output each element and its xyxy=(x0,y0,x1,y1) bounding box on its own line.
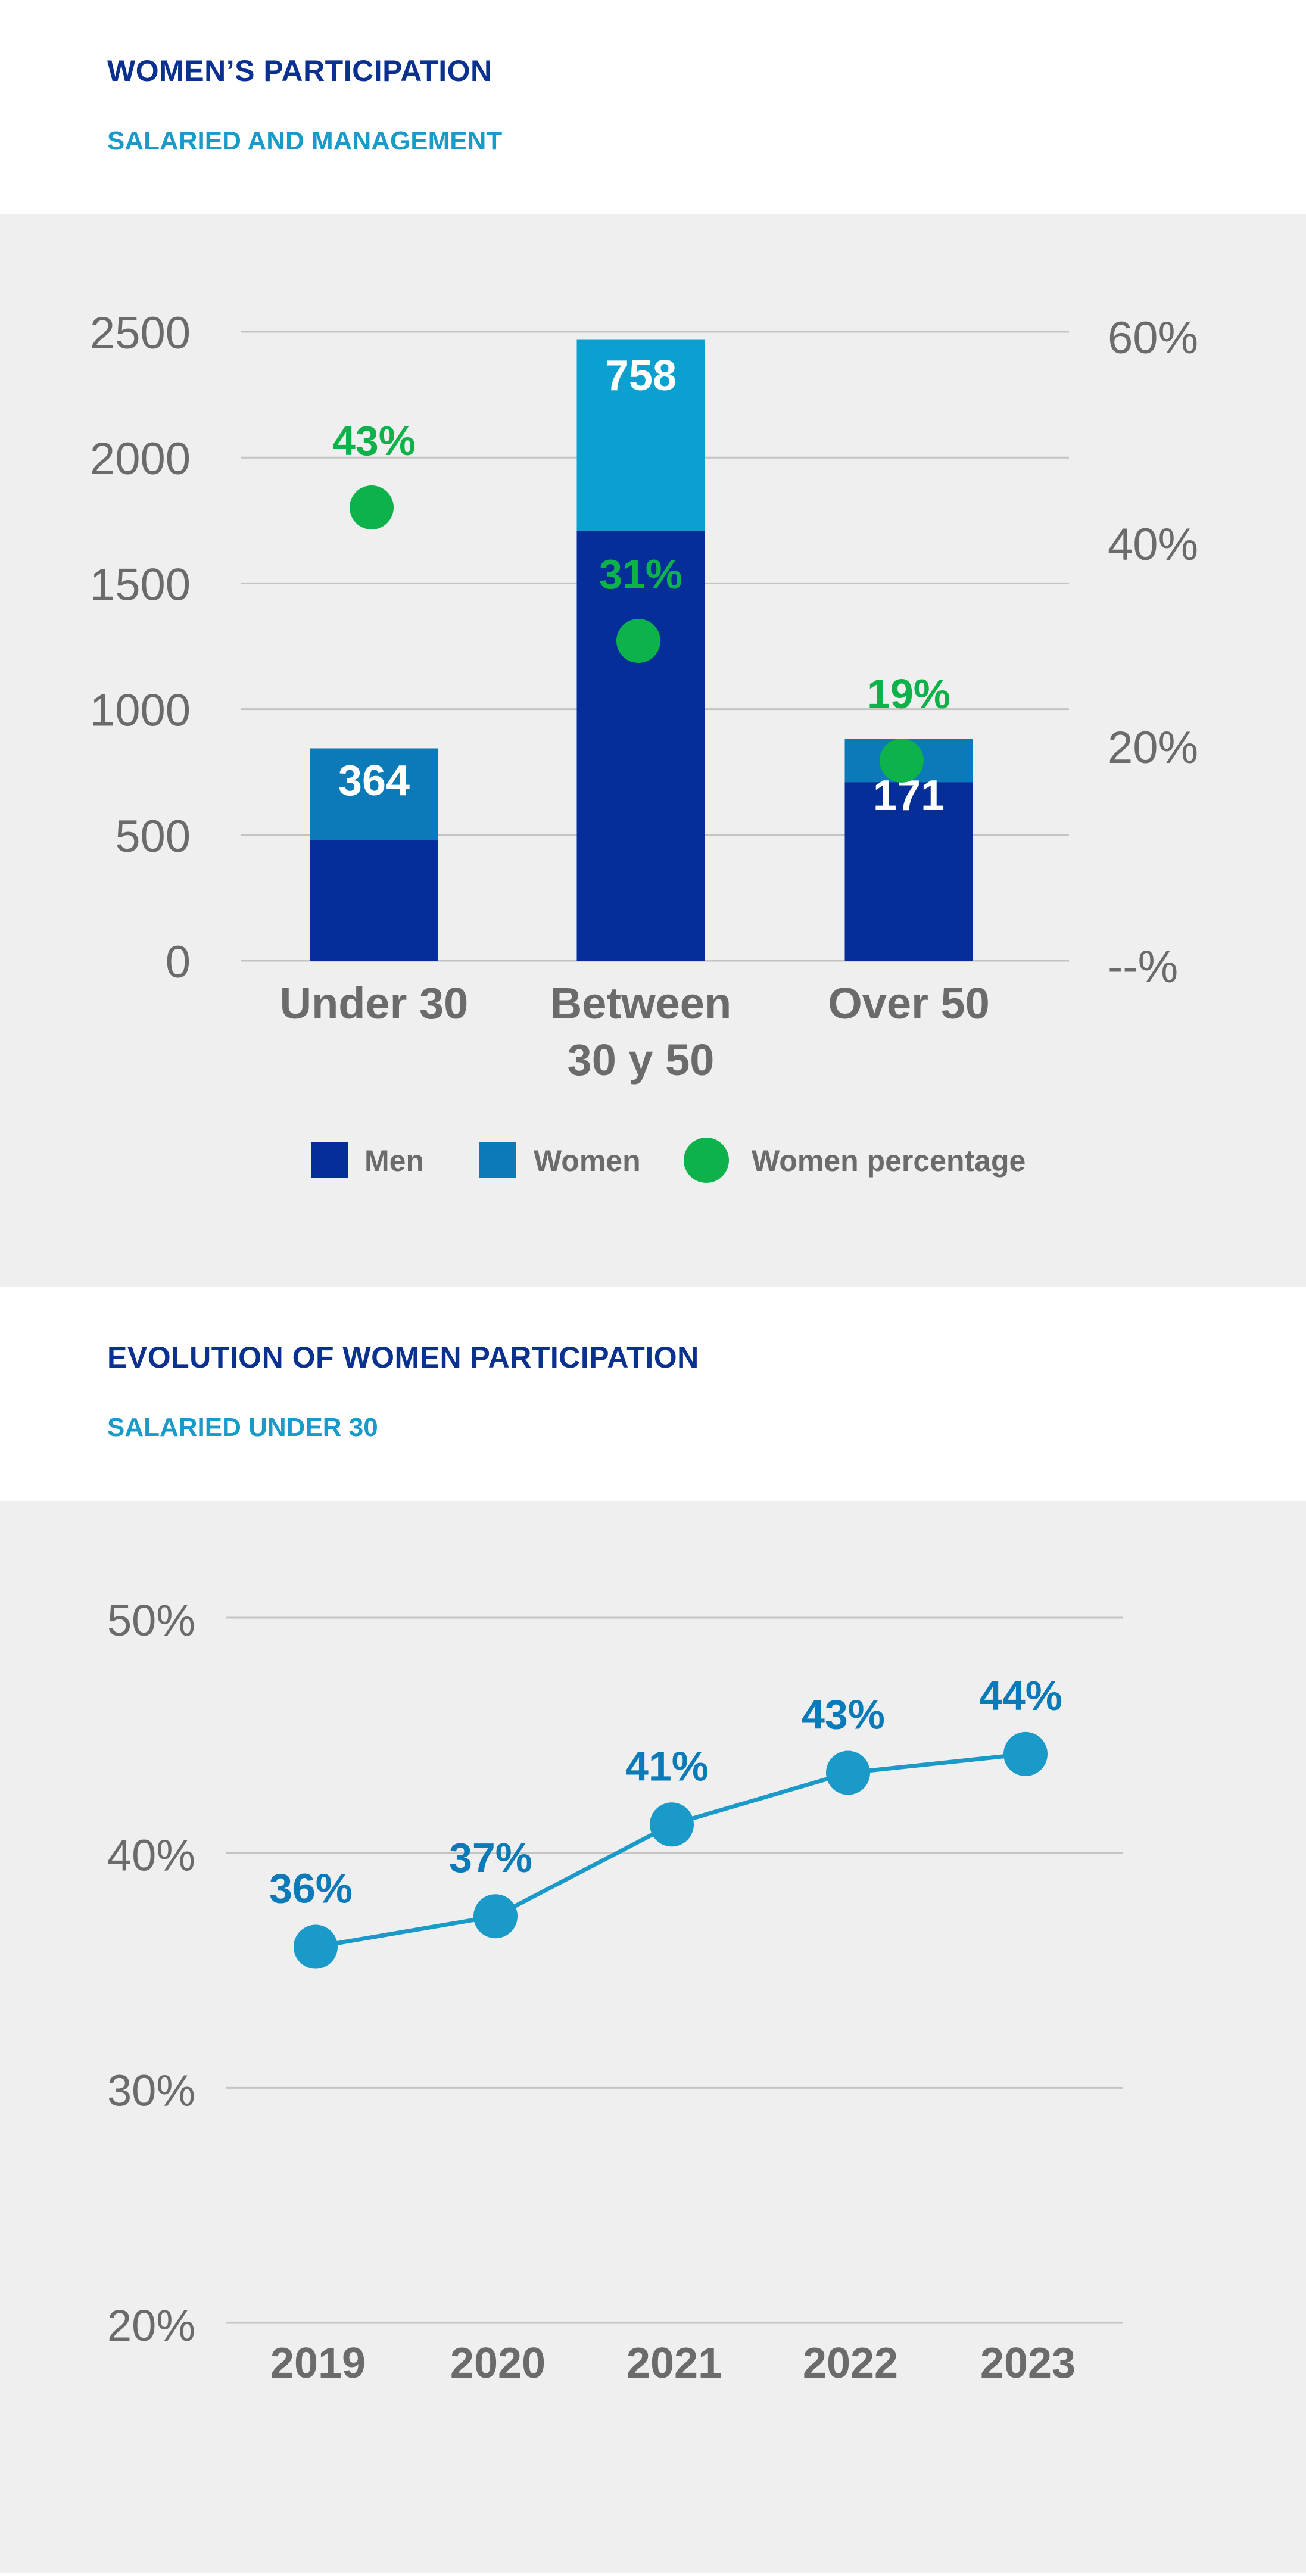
data-point xyxy=(826,1750,870,1795)
percentage-point xyxy=(616,619,660,663)
x-tick-label: 2022 xyxy=(803,2340,898,2387)
x-tick-label: 2020 xyxy=(450,2340,546,2387)
data-point xyxy=(473,1894,518,1939)
y-tick-label: 2500 xyxy=(90,308,191,359)
bar-women xyxy=(576,339,705,531)
x-tick-label: 2021 xyxy=(626,2340,722,2387)
percentage-point xyxy=(350,485,394,529)
percentage-label: 19% xyxy=(867,671,950,717)
participation-chart-panel: 0 500 1000 1500 2000 2500 --% 20% 40% 60% 364 43% Un… xyxy=(0,214,1306,1287)
legend-swatch-percentage xyxy=(684,1138,729,1183)
chart-subtitle-participation: SALARIED AND MANAGEMENT xyxy=(107,126,503,155)
legend-swatch-men xyxy=(311,1142,348,1178)
y-tick-label: 1000 xyxy=(90,686,191,736)
data-label: 37% xyxy=(449,1834,532,1881)
y-tick-label: 1500 xyxy=(90,559,191,610)
x-tick-label: 2023 xyxy=(980,2340,1076,2387)
evolution-line-chart: 20% 30% 40% 50% 36% 37% 41% 43% 44% 2019 2020 2021 2… xyxy=(107,1596,1123,2387)
data-point xyxy=(650,1802,694,1847)
x-tick-label: 2019 xyxy=(270,2340,366,2387)
data-point xyxy=(1003,1731,1048,1776)
legend-label-percentage: Women percentage xyxy=(752,1144,1026,1178)
percentage-point xyxy=(880,739,924,783)
y2-tick-label: 60% xyxy=(1108,313,1198,363)
data-label: 44% xyxy=(979,1672,1062,1719)
legend-swatch-women xyxy=(479,1142,516,1178)
participation-bar-chart: 0 500 1000 1500 2000 2500 --% 20% 40% 60% 364 43% Un… xyxy=(90,308,1198,1183)
header-participation: WOMEN’S PARTICIPATION SALARIED AND MANAG… xyxy=(0,0,1306,214)
y-tick-label: 0 xyxy=(166,937,191,988)
evolution-chart-panel: 20% 30% 40% 50% 36% 37% 41% 43% 44% 2019 2020 2021 2… xyxy=(0,1501,1306,2573)
y-tick-label: 40% xyxy=(107,1831,195,1880)
y-tick-label: 50% xyxy=(107,1596,195,1645)
chart-title-evolution: EVOLUTION OF WOMEN PARTICIPATION xyxy=(107,1341,699,1374)
percentage-label: 43% xyxy=(332,418,416,464)
bar-data-label: 758 xyxy=(605,352,677,400)
y-tick-label: 2000 xyxy=(90,434,191,484)
bar-data-label: 364 xyxy=(338,757,410,805)
chart-subtitle-evolution: SALARIED UNDER 30 xyxy=(107,1413,378,1442)
y-tick-label: 20% xyxy=(107,2301,195,2350)
y2-tick-label: 40% xyxy=(1108,519,1198,570)
chart-title-participation: WOMEN’S PARTICIPATION xyxy=(107,54,493,88)
data-label: 36% xyxy=(269,1865,353,1912)
x-tick-label: 30 y 50 xyxy=(568,1035,715,1085)
bar-women xyxy=(310,748,438,840)
y-tick-label: 500 xyxy=(115,811,191,862)
data-label: 41% xyxy=(625,1743,709,1789)
percentage-label: 31% xyxy=(599,551,682,597)
legend-label-women: Women xyxy=(534,1144,641,1178)
y2-tick-label: --% xyxy=(1108,942,1178,992)
header-evolution: EVOLUTION OF WOMEN PARTICIPATION SALARIE… xyxy=(0,1287,1306,1501)
bar-men xyxy=(310,840,438,961)
bar-men xyxy=(576,530,705,961)
y2-tick-label: 20% xyxy=(1108,722,1198,773)
x-tick-label: Under 30 xyxy=(280,979,469,1028)
x-tick-label: Between xyxy=(550,979,731,1028)
bar-men xyxy=(844,782,973,961)
x-tick-label: Over 50 xyxy=(828,979,990,1028)
y-tick-label: 30% xyxy=(107,2066,195,2115)
legend-label-men: Men xyxy=(364,1144,424,1178)
data-point xyxy=(294,1924,338,1969)
data-label: 43% xyxy=(802,1691,885,1737)
